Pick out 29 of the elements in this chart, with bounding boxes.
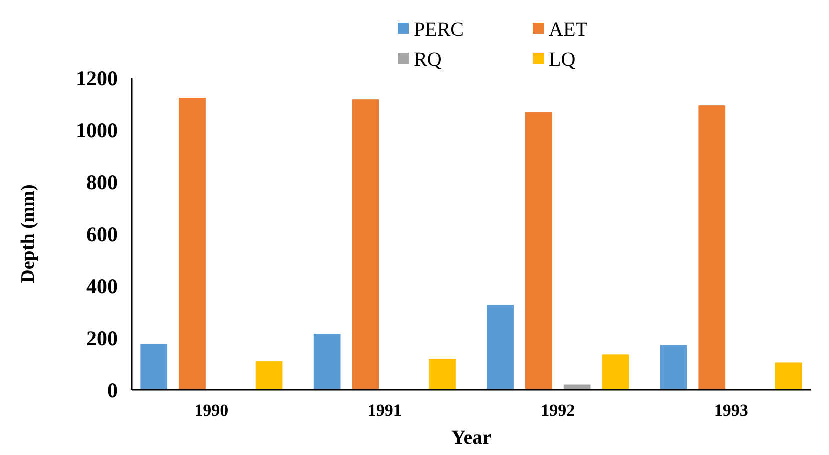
bar [698,106,726,390]
x-tick-label: 1992 [541,401,576,420]
x-tick-label: 1990 [194,401,229,420]
y-tick-label: 800 [86,170,118,194]
legend-label: RQ [414,49,442,71]
y-tick-label: 1200 [76,66,118,90]
bar [140,344,168,390]
legend-label: LQ [549,49,576,71]
legend-label: PERC [414,19,464,41]
y-tick-label: 600 [86,222,118,246]
bar [775,362,802,390]
bar [525,112,552,390]
bar [602,354,630,390]
y-tick-label: 0 [108,378,118,402]
y-tick-label: 400 [86,274,118,298]
x-tick-label: 1991 [368,401,402,420]
bar [179,98,206,390]
x-tick-label: 1993 [714,401,748,420]
bar [660,345,688,390]
bar [314,334,341,390]
y-tick-label: 200 [86,326,118,350]
bar [487,305,514,390]
bar [256,361,283,390]
x-axis-title: Year [452,427,492,449]
bar [352,100,380,390]
y-axis-title: Depth (mm) [18,184,39,284]
bar [429,359,456,390]
y-tick-label: 1000 [76,118,118,142]
legend-label: AET [549,19,588,41]
